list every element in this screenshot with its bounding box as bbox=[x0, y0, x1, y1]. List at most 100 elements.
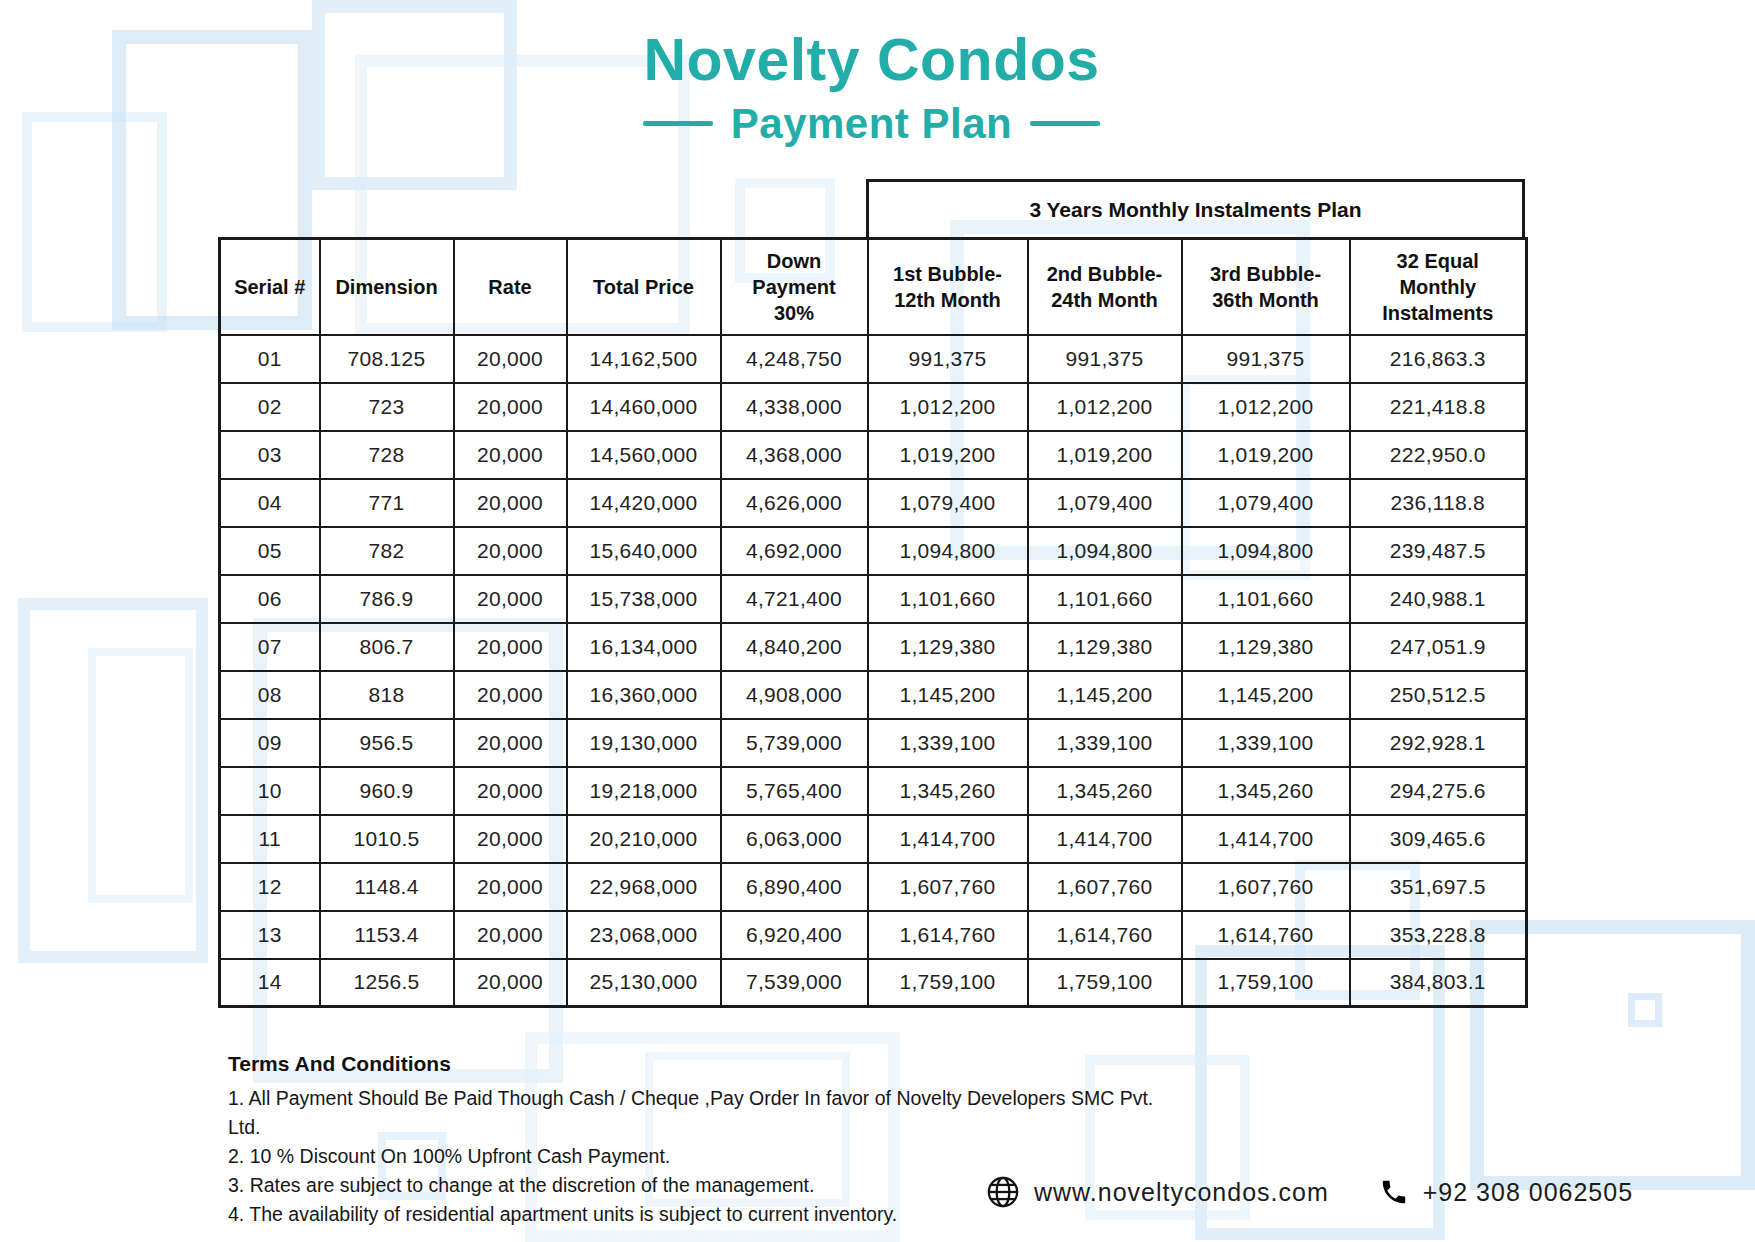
table-cell: 991,375 bbox=[1028, 335, 1182, 383]
table-row: 01708.12520,00014,162,5004,248,750991,37… bbox=[220, 335, 1527, 383]
table-cell: 1,094,800 bbox=[868, 527, 1028, 575]
table-row: 111010.520,00020,210,0006,063,000 1,414,7… bbox=[220, 815, 1527, 863]
table-cell: 1,012,200 bbox=[868, 383, 1028, 431]
page-title: Novelty Condos bbox=[218, 30, 1525, 92]
column-header: Down Payment 30% bbox=[721, 239, 868, 335]
table-row: 06786.920,00015,738,0004,721,4001,101,66… bbox=[220, 575, 1527, 623]
table-row: 131153.420,00023,068,0006,920,4001,614,7… bbox=[220, 911, 1527, 959]
table-cell: 1,101,660 bbox=[1028, 575, 1182, 623]
table-cell: 6,890,400 bbox=[721, 863, 868, 911]
table-cell: 991,375 bbox=[868, 335, 1028, 383]
table-cell: 1,345,260 bbox=[868, 767, 1028, 815]
table-cell: 353,228.8 bbox=[1350, 911, 1527, 959]
table-cell: 1,145,200 bbox=[1028, 671, 1182, 719]
table-cell: 20,000 bbox=[454, 383, 567, 431]
table-cell: 1,012,200 bbox=[1182, 383, 1350, 431]
table-cell: 247,051.9 bbox=[1350, 623, 1527, 671]
table-cell: 20,000 bbox=[454, 959, 567, 1007]
table-cell: 1,339,100 bbox=[1028, 719, 1182, 767]
table-cell: 1,094,800 bbox=[1028, 527, 1182, 575]
document-header: Novelty Condos Payment Plan bbox=[218, 30, 1525, 148]
table-cell: 06 bbox=[220, 575, 320, 623]
table-cell: 16,360,000 bbox=[567, 671, 721, 719]
column-header: 3rd Bubble- 36th Month bbox=[1182, 239, 1350, 335]
payment-table: Serial #DimensionRateTotal PriceDown Pay… bbox=[218, 237, 1528, 1008]
table-cell: 1,414,700 bbox=[1028, 815, 1182, 863]
table-cell: 239,487.5 bbox=[1350, 527, 1527, 575]
column-header: Serial # bbox=[220, 239, 320, 335]
table-cell: 23,068,000 bbox=[567, 911, 721, 959]
column-header: Dimension bbox=[320, 239, 454, 335]
decor-square bbox=[1628, 993, 1662, 1027]
table-cell: 11 bbox=[220, 815, 320, 863]
table-cell: 20,000 bbox=[454, 767, 567, 815]
table-cell: 05 bbox=[220, 527, 320, 575]
table-row: 0881820,00016,360,0004,908,0001,145,2001… bbox=[220, 671, 1527, 719]
table-cell: 309,465.6 bbox=[1350, 815, 1527, 863]
table-cell: 1010.5 bbox=[320, 815, 454, 863]
table-cell: 292,928.1 bbox=[1350, 719, 1527, 767]
table-cell: 20,000 bbox=[454, 527, 567, 575]
table-cell: 08 bbox=[220, 671, 320, 719]
table-cell: 1,019,200 bbox=[1182, 431, 1350, 479]
subtitle-dash-right-icon bbox=[1030, 121, 1100, 126]
table-cell: 221,418.8 bbox=[1350, 383, 1527, 431]
table-cell: 1,345,260 bbox=[1182, 767, 1350, 815]
table-cell: 1,079,400 bbox=[1028, 479, 1182, 527]
subtitle-dash-left-icon bbox=[643, 121, 713, 126]
phone-icon bbox=[1379, 1177, 1409, 1207]
table-cell: 1,759,100 bbox=[868, 959, 1028, 1007]
table-cell: 4,248,750 bbox=[721, 335, 868, 383]
table-cell: 14,560,000 bbox=[567, 431, 721, 479]
term-item: 2. 10 % Discount On 100% Upfront Cash Pa… bbox=[228, 1142, 1188, 1171]
globe-icon bbox=[986, 1175, 1020, 1209]
table-cell: 09 bbox=[220, 719, 320, 767]
page-subtitle: Payment Plan bbox=[731, 100, 1012, 148]
decor-square bbox=[22, 112, 167, 332]
table-cell: 240,988.1 bbox=[1350, 575, 1527, 623]
table-cell: 7,539,000 bbox=[721, 959, 868, 1007]
table-cell: 1,614,760 bbox=[1182, 911, 1350, 959]
table-cell: 19,130,000 bbox=[567, 719, 721, 767]
table-cell: 14,420,000 bbox=[567, 479, 721, 527]
table-cell: 4,626,000 bbox=[721, 479, 868, 527]
contact-bar: www.noveltycondos.com +92 308 0062505 bbox=[986, 1168, 1633, 1216]
table-cell: 4,908,000 bbox=[721, 671, 868, 719]
table-cell: 20,000 bbox=[454, 815, 567, 863]
table-cell: 5,739,000 bbox=[721, 719, 868, 767]
column-header: Rate bbox=[454, 239, 567, 335]
table-cell: 22,968,000 bbox=[567, 863, 721, 911]
table-cell: 1,019,200 bbox=[868, 431, 1028, 479]
table-cell: 20,000 bbox=[454, 575, 567, 623]
table-cell: 1,145,200 bbox=[1182, 671, 1350, 719]
table-row: 10960.920,00019,218,0005,765,4001,345,26… bbox=[220, 767, 1527, 815]
table-cell: 03 bbox=[220, 431, 320, 479]
group-header-3-years-plan: 3 Years Monthly Instalments Plan bbox=[866, 179, 1525, 237]
table-cell: 1,094,800 bbox=[1182, 527, 1350, 575]
table-cell: 1,759,100 bbox=[1182, 959, 1350, 1007]
table-cell: 818 bbox=[320, 671, 454, 719]
term-item: 1. All Payment Should Be Paid Though Cas… bbox=[228, 1084, 1188, 1142]
table-cell: 20,210,000 bbox=[567, 815, 721, 863]
table-cell: 6,063,000 bbox=[721, 815, 868, 863]
table-cell: 786.9 bbox=[320, 575, 454, 623]
table-cell: 1,614,760 bbox=[868, 911, 1028, 959]
terms-title: Terms And Conditions bbox=[228, 1052, 1188, 1076]
column-header: 2nd Bubble- 24th Month bbox=[1028, 239, 1182, 335]
column-header: Total Price bbox=[567, 239, 721, 335]
table-cell: 14 bbox=[220, 959, 320, 1007]
table-cell: 20,000 bbox=[454, 719, 567, 767]
table-cell: 294,275.6 bbox=[1350, 767, 1527, 815]
table-cell: 782 bbox=[320, 527, 454, 575]
table-cell: 07 bbox=[220, 623, 320, 671]
table-cell: 250,512.5 bbox=[1350, 671, 1527, 719]
table-row: 0372820,00014,560,0004,368,0001,019,2001… bbox=[220, 431, 1527, 479]
table-cell: 771 bbox=[320, 479, 454, 527]
table-cell: 1,019,200 bbox=[1028, 431, 1182, 479]
table-cell: 01 bbox=[220, 335, 320, 383]
table-cell: 806.7 bbox=[320, 623, 454, 671]
table-cell: 1,101,660 bbox=[868, 575, 1028, 623]
table-cell: 708.125 bbox=[320, 335, 454, 383]
table-cell: 20,000 bbox=[454, 623, 567, 671]
table-cell: 351,697.5 bbox=[1350, 863, 1527, 911]
